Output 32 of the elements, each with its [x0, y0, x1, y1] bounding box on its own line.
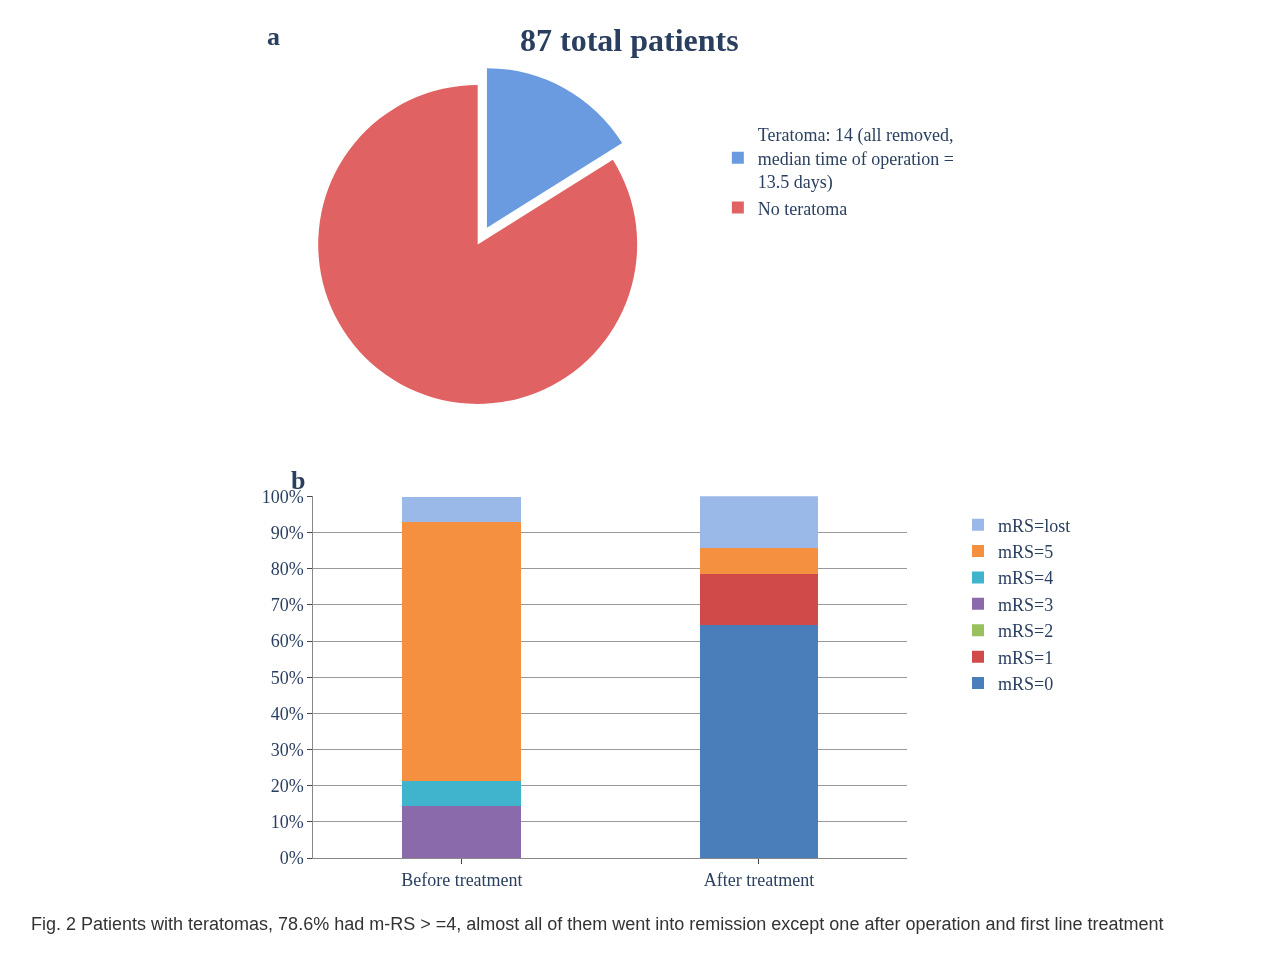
bar [402, 806, 522, 859]
legend-label: mRS=lost [998, 515, 1071, 536]
y-tick-label: 20% [270, 776, 304, 797]
y-tick-label: 90% [270, 522, 304, 543]
y-tick-label: 10% [270, 812, 304, 833]
bar [402, 522, 522, 781]
text: a [267, 22, 280, 51]
caption: Fig. 2 Patients with teratomas, 78.6% had m-RS > =4, almost all of them went into remission except one after operation and first line treatment [31, 914, 1164, 934]
bar [699, 573, 819, 626]
y-tick-label: 70% [270, 595, 304, 616]
bar [699, 496, 819, 549]
legend-label: mRS=0 [998, 674, 1054, 695]
y-tick-label: 80% [270, 558, 304, 579]
x-tick-label: Before treatment [401, 869, 523, 890]
x-tick-label: After treatment [703, 869, 815, 890]
legend-label: Teratoma: 14 (all removed, median time of operation = 13.5 days) [757, 125, 954, 194]
bar [699, 548, 819, 574]
legend-label: mRS=4 [998, 568, 1054, 589]
y-tick-label: 50% [270, 667, 304, 688]
y-tick-label: 60% [270, 631, 304, 652]
bar [402, 496, 522, 523]
bar [402, 780, 522, 807]
legend-label: mRS=3 [998, 594, 1054, 615]
y-tick-label: 40% [270, 703, 304, 724]
y-tick-label: 30% [270, 739, 304, 760]
chart-title: 87 total patients [520, 22, 739, 58]
bar [699, 625, 819, 859]
legend-label: No teratoma [757, 198, 848, 219]
y-tick-label: 0% [279, 848, 304, 869]
legend-label: mRS=2 [998, 621, 1054, 642]
legend-label: mRS=1 [998, 647, 1054, 668]
legend-label: mRS=5 [998, 542, 1054, 563]
